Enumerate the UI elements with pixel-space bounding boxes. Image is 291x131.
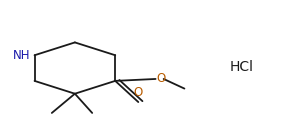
Text: O: O	[134, 86, 143, 99]
Text: NH: NH	[13, 49, 30, 62]
Text: O: O	[157, 72, 166, 85]
Text: HCl: HCl	[230, 60, 254, 74]
